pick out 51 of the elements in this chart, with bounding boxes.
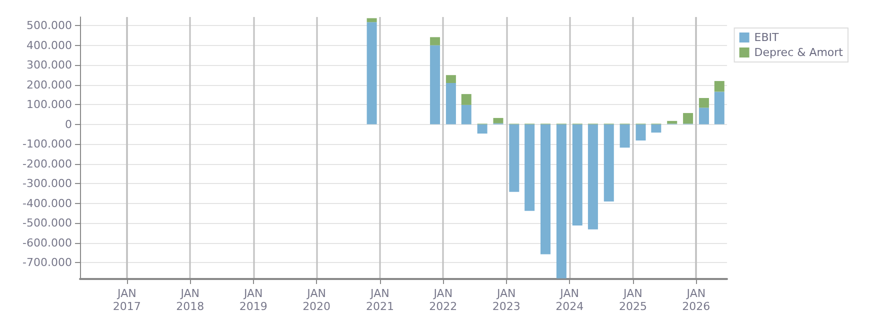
bar	[651, 124, 662, 133]
bar	[556, 124, 566, 278]
bar	[636, 124, 646, 140]
bar	[698, 108, 709, 124]
bar	[366, 22, 377, 124]
x-tick-label: JAN 2023	[492, 287, 520, 313]
bar	[430, 45, 440, 124]
y-tick-label: 100.000	[26, 98, 72, 112]
y-tick-label: 200.000	[26, 78, 72, 92]
y-tick-label: -600.000	[22, 236, 72, 250]
bar	[509, 124, 520, 192]
bar	[683, 113, 694, 124]
bar	[620, 124, 630, 148]
bar	[540, 124, 551, 254]
legend-label: Deprec & Amort	[754, 46, 844, 59]
y-tick-label: -200.000	[22, 157, 72, 170]
x-tick-label: JAN 2022	[429, 287, 458, 313]
x-tick-label: JAN 2017	[112, 287, 141, 313]
bar	[524, 124, 535, 211]
y-tick-label: -300.000	[22, 177, 72, 190]
bar	[461, 104, 472, 124]
x-tick-label: JAN 2021	[366, 287, 394, 313]
bar	[430, 37, 440, 46]
bar	[714, 81, 724, 92]
bar	[698, 98, 709, 108]
bar	[714, 92, 724, 124]
bar	[461, 94, 472, 105]
bar	[446, 75, 456, 83]
y-tick-label: 500.000	[26, 18, 72, 32]
y-tick-label: -500.000	[22, 216, 72, 230]
y-tick-label: 0	[65, 118, 72, 131]
y-tick-label: 400.000	[26, 38, 72, 52]
x-tick-label: JAN 2026	[682, 287, 710, 313]
x-tick-label: JAN 2025	[618, 287, 647, 313]
bar	[604, 124, 614, 202]
y-tick-label: -100.000	[22, 138, 72, 151]
bar	[667, 120, 678, 124]
y-tick-label: 300.000	[26, 58, 72, 72]
x-tick-label: JAN 2019	[239, 287, 268, 313]
legend-label: EBIT	[754, 31, 780, 44]
x-tick-label: JAN 2018	[176, 287, 204, 313]
x-tick-label: JAN 2024	[556, 287, 584, 313]
bar	[588, 124, 598, 230]
bar	[477, 124, 488, 134]
y-tick-label: -700.000	[22, 256, 72, 270]
bar	[366, 18, 377, 22]
y-tick-label: -400.000	[22, 196, 72, 210]
bar	[572, 124, 582, 226]
x-tick-label: JAN 2020	[302, 287, 331, 313]
bar	[446, 82, 456, 124]
bar	[493, 118, 504, 124]
